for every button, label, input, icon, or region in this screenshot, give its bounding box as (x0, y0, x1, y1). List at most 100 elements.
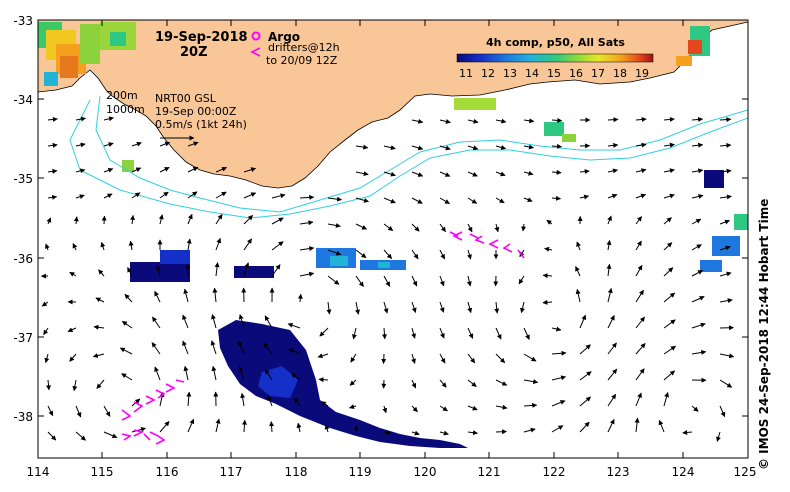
current-vector (411, 353, 416, 364)
current-vector (383, 145, 396, 151)
current-vector (264, 315, 273, 329)
x-tick-label: 125 (734, 465, 757, 479)
current-vector (383, 430, 392, 435)
current-vector (75, 194, 85, 200)
argo-label: Argo (268, 30, 300, 44)
current-vector (523, 144, 534, 150)
current-vector (635, 289, 644, 303)
current-vector (495, 429, 507, 435)
current-vector (238, 366, 245, 381)
current-vector (264, 369, 273, 381)
current-vector (103, 142, 114, 147)
current-vector (495, 327, 502, 340)
current-vector (663, 370, 675, 381)
current-vector (299, 220, 314, 226)
axis-ticks (37, 19, 749, 458)
x-tick-label: 117 (220, 465, 243, 479)
current-vector (523, 379, 539, 385)
current-vector (47, 194, 58, 200)
current-vector (355, 223, 368, 230)
current-vector (349, 379, 357, 386)
current-vector (269, 421, 275, 433)
current-vectors (40, 116, 735, 442)
current-vector (576, 241, 581, 251)
current-vector (691, 296, 705, 303)
current-vector (634, 417, 640, 433)
current-vector (607, 168, 618, 174)
current-vector (411, 301, 417, 313)
current-vector (494, 223, 500, 233)
colorbar-tick: 12 (481, 67, 495, 80)
current-vector (467, 118, 479, 124)
current-vector (243, 215, 254, 225)
current-vector (103, 431, 118, 439)
current-vector (210, 340, 217, 355)
current-vector (383, 197, 396, 204)
current-vector (155, 265, 161, 277)
y-tick-label: -33 (13, 14, 33, 28)
current-vector (267, 395, 273, 407)
current-vector (495, 118, 507, 124)
current-vector (439, 119, 451, 124)
y-tick-label: -34 (13, 93, 33, 107)
current-vector (663, 217, 672, 225)
current-vector (214, 262, 220, 277)
current-vector (183, 288, 189, 303)
current-vector (635, 193, 647, 199)
current-vector (523, 118, 535, 124)
current-vector (299, 246, 315, 252)
current-vector (663, 319, 676, 329)
current-vector (158, 214, 164, 225)
drifter-track-1 (449, 231, 525, 259)
current-vector (151, 342, 161, 355)
isobath-200m (95, 95, 748, 213)
current-vector (691, 218, 702, 225)
current-vector (495, 404, 508, 410)
current-vector (521, 223, 527, 232)
colorbar-tick: 17 (591, 67, 605, 80)
current-vector (383, 301, 389, 314)
current-vector (299, 194, 315, 200)
current-vector (353, 425, 359, 433)
current-vector (103, 193, 113, 199)
current-vector (187, 191, 198, 199)
current-vector (439, 327, 445, 339)
current-vector (411, 405, 418, 413)
current-vector (46, 379, 52, 391)
isobath-1000m (69, 99, 748, 219)
current-vector (439, 145, 451, 151)
current-vector (355, 249, 367, 259)
current-vector (263, 342, 273, 355)
y-tick-label: -35 (13, 172, 33, 186)
colorbar-tick: 15 (547, 67, 561, 80)
current-vector (439, 405, 448, 412)
current-vector (350, 353, 357, 363)
colorbar-tick: 19 (635, 67, 649, 80)
map-title-time: 20Z (180, 45, 208, 60)
current-vector (355, 144, 369, 150)
current-vector (215, 213, 223, 225)
current-vector (319, 327, 329, 337)
current-vector (186, 238, 192, 251)
current-vector (131, 141, 142, 147)
current-vector (607, 342, 617, 355)
drifter-symbol-icon (250, 47, 261, 57)
current-vector (542, 299, 553, 305)
y-tick-label: -37 (13, 331, 33, 345)
current-vector (69, 353, 77, 362)
colorbar-tick: 11 (459, 67, 473, 80)
current-vector (187, 166, 199, 173)
current-vector (691, 322, 706, 329)
current-vector (691, 168, 704, 174)
x-tick-label: 116 (156, 465, 179, 479)
credit-label: © IMOS 24-Sep-2018 12:44 Hobart Time (757, 198, 771, 470)
current-vector (288, 348, 301, 355)
current-vector (124, 293, 133, 303)
current-vector (47, 116, 58, 122)
current-vector (607, 117, 619, 123)
current-vector (658, 419, 665, 433)
current-vector (271, 264, 281, 277)
current-vector (271, 193, 286, 199)
current-vector (355, 301, 360, 315)
current-vector (212, 287, 218, 303)
